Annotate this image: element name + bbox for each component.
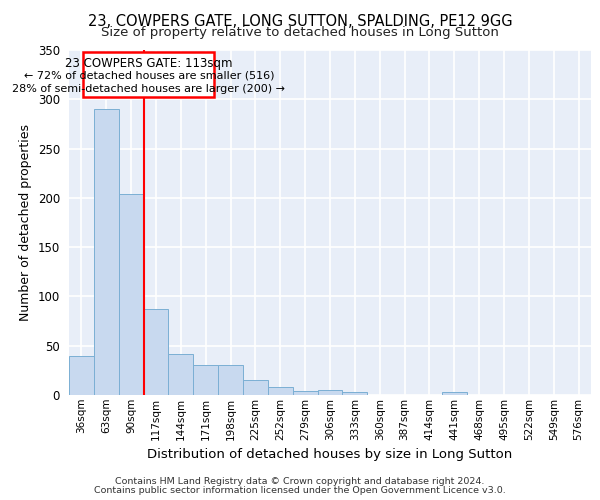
Text: Contains HM Land Registry data © Crown copyright and database right 2024.: Contains HM Land Registry data © Crown c… bbox=[115, 477, 485, 486]
Bar bbox=[94, 109, 119, 395]
Text: 28% of semi-detached houses are larger (200) →: 28% of semi-detached houses are larger (… bbox=[13, 84, 286, 94]
Bar bbox=[268, 387, 293, 395]
Bar bbox=[243, 380, 268, 395]
Bar bbox=[218, 366, 243, 395]
Text: 23, COWPERS GATE, LONG SUTTON, SPALDING, PE12 9GG: 23, COWPERS GATE, LONG SUTTON, SPALDING,… bbox=[88, 14, 512, 29]
Bar bbox=[119, 194, 143, 395]
Bar bbox=[293, 391, 317, 395]
Text: 23 COWPERS GATE: 113sqm: 23 COWPERS GATE: 113sqm bbox=[65, 58, 233, 70]
Text: Size of property relative to detached houses in Long Sutton: Size of property relative to detached ho… bbox=[101, 26, 499, 39]
Text: ← 72% of detached houses are smaller (516): ← 72% of detached houses are smaller (51… bbox=[23, 70, 274, 80]
Bar bbox=[343, 392, 367, 395]
X-axis label: Distribution of detached houses by size in Long Sutton: Distribution of detached houses by size … bbox=[148, 448, 512, 461]
Bar bbox=[442, 392, 467, 395]
Bar bbox=[169, 354, 193, 395]
Text: Contains public sector information licensed under the Open Government Licence v3: Contains public sector information licen… bbox=[94, 486, 506, 495]
FancyBboxPatch shape bbox=[83, 52, 214, 98]
Bar bbox=[317, 390, 343, 395]
Y-axis label: Number of detached properties: Number of detached properties bbox=[19, 124, 32, 321]
Bar bbox=[193, 366, 218, 395]
Bar bbox=[69, 356, 94, 395]
Bar bbox=[143, 309, 169, 395]
